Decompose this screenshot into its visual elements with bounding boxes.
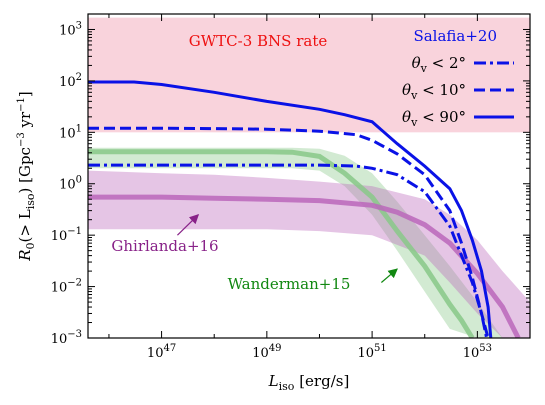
gwtc3-band-label: GWTC-3 BNS rate bbox=[189, 32, 328, 50]
plot-frame bbox=[87, 13, 531, 339]
legend-label-theta-2: θv < 2° bbox=[412, 54, 466, 75]
ghirlanda-uncertainty-band bbox=[88, 170, 530, 338]
y-tick-label: 101 bbox=[59, 123, 82, 141]
x-tick-label: 1047 bbox=[147, 343, 176, 361]
axis-ticks: 1047 1049 1051 1053 10−3 10−2 10−1 100 101 102 103 bbox=[51, 13, 531, 361]
y-tick-label: 10−1 bbox=[51, 226, 82, 244]
y-tick-label: 102 bbox=[59, 72, 82, 90]
x-tick-label: 1049 bbox=[252, 343, 281, 361]
y-tick-label: 100 bbox=[59, 175, 82, 193]
salafia-curve-theta-10 bbox=[88, 126, 490, 338]
y-axis-label: R0(> Liso) [Gpc−3 yr−1] bbox=[16, 91, 37, 262]
salafia-curve-theta-90 bbox=[88, 80, 493, 338]
annotation-arrow-ghirlanda bbox=[177, 214, 200, 236]
legend-label-theta-10: θv < 10° bbox=[402, 81, 466, 102]
legend-title-salafia: Salafia+20 bbox=[413, 27, 497, 45]
x-tick-label: 1051 bbox=[357, 343, 386, 361]
y-tick-label: 10−3 bbox=[51, 329, 82, 347]
legend: Salafia+20 θv < 2° θv < 10° θv < 90° bbox=[402, 27, 514, 129]
gwtc3-bns-rate-band bbox=[88, 17, 530, 133]
annotation-ghirlanda: Ghirlanda+16 bbox=[111, 237, 218, 255]
plot-area bbox=[88, 17, 530, 338]
legend-label-theta-90: θv < 90° bbox=[402, 108, 466, 129]
x-axis-label: Liso [erg/s] bbox=[268, 372, 350, 393]
y-tick-label: 103 bbox=[59, 20, 82, 38]
annotation-arrow-wanderman bbox=[380, 268, 398, 283]
annotation-wanderman: Wanderman+15 bbox=[228, 275, 351, 293]
wanderman-curve bbox=[88, 149, 475, 338]
x-tick-label: 1053 bbox=[463, 343, 492, 361]
y-tick-label: 10−2 bbox=[51, 278, 82, 296]
